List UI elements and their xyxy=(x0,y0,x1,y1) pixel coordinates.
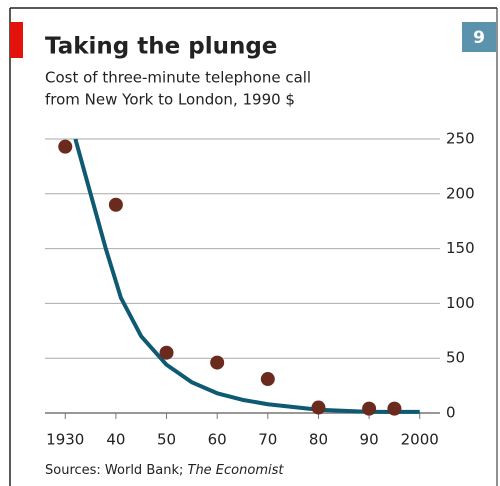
x-tick-label: 40 xyxy=(106,431,125,449)
chart-title: Taking the plunge xyxy=(45,34,277,60)
subtitle: Cost of three-minute telephone call xyxy=(45,69,311,87)
x-tick-label: 60 xyxy=(208,431,227,449)
data-point xyxy=(58,139,73,154)
x-tick-label: 1930 xyxy=(46,431,84,449)
y-tick-label: 200 xyxy=(446,184,475,202)
trend-line xyxy=(73,138,420,414)
data-point xyxy=(362,401,377,416)
x-tick-label: 70 xyxy=(258,431,277,449)
red-tag xyxy=(10,22,23,58)
data-point xyxy=(387,401,402,416)
x-tick-label: 2000 xyxy=(401,431,439,449)
y-tick-label: 150 xyxy=(446,239,475,257)
x-tick-label: 90 xyxy=(360,431,379,449)
x-tick-label: 50 xyxy=(157,431,176,449)
source-text: Sources: World Bank; xyxy=(45,463,183,478)
x-tick-label: 80 xyxy=(309,431,328,449)
data-point xyxy=(210,355,225,370)
subtitle: from New York to London, 1990 $ xyxy=(45,91,295,109)
badge: 9 xyxy=(473,28,485,48)
data-point xyxy=(108,197,123,212)
data-point xyxy=(260,372,275,387)
data-point xyxy=(311,400,326,415)
source: Sources: World Bank; The Economist xyxy=(45,463,284,478)
badge-box xyxy=(462,22,496,52)
y-tick-label: 250 xyxy=(446,130,475,148)
y-tick-label: 50 xyxy=(446,349,465,367)
y-tick-label: 100 xyxy=(446,294,475,312)
data-point xyxy=(159,345,174,360)
source-italic: The Economist xyxy=(188,463,285,478)
y-tick-label: 0 xyxy=(446,404,456,422)
